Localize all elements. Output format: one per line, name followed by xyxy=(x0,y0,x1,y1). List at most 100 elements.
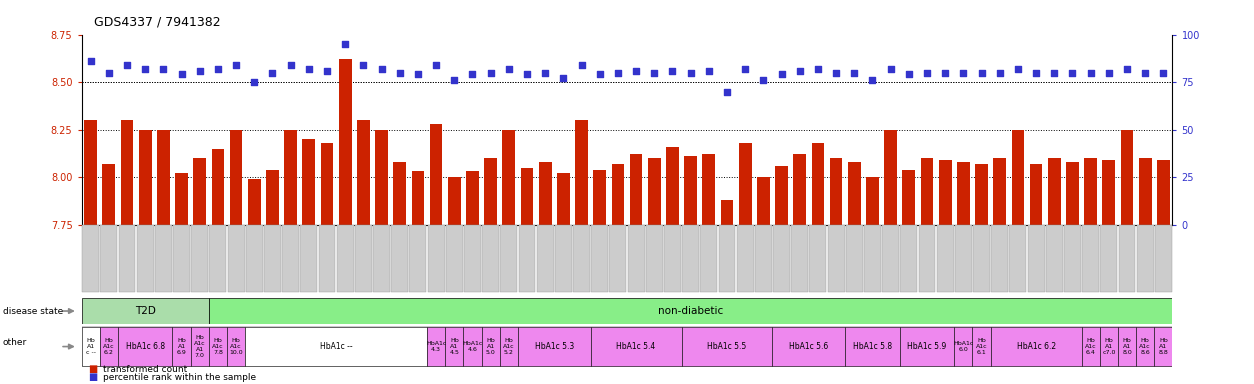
Point xyxy=(117,62,137,68)
Point xyxy=(935,70,956,76)
Text: Hb
A1c
6.4: Hb A1c 6.4 xyxy=(1085,338,1096,355)
Point xyxy=(1026,70,1046,76)
Bar xyxy=(176,173,188,225)
Point xyxy=(1099,70,1119,76)
FancyBboxPatch shape xyxy=(1154,327,1172,366)
Bar xyxy=(229,130,242,225)
Bar xyxy=(648,158,661,225)
Bar xyxy=(375,130,387,225)
FancyBboxPatch shape xyxy=(973,327,991,366)
Text: Hb
A1c
7.8: Hb A1c 7.8 xyxy=(212,338,223,355)
Point xyxy=(953,70,973,76)
Bar xyxy=(757,177,770,225)
Bar xyxy=(339,59,351,225)
Point xyxy=(408,71,428,78)
Text: HbA1c
6.0: HbA1c 6.0 xyxy=(953,341,973,352)
Bar xyxy=(193,158,206,225)
Bar xyxy=(811,143,824,225)
Bar xyxy=(394,162,406,225)
Bar xyxy=(939,160,952,225)
Bar xyxy=(957,162,969,225)
Bar xyxy=(775,166,788,225)
Bar xyxy=(266,169,278,225)
Point xyxy=(735,66,755,72)
Text: Hb
A1c
5.2: Hb A1c 5.2 xyxy=(503,338,514,355)
Point xyxy=(262,70,282,76)
Text: HbA1c 5.9: HbA1c 5.9 xyxy=(908,342,947,351)
Bar xyxy=(867,177,879,225)
FancyBboxPatch shape xyxy=(82,327,100,366)
Bar xyxy=(357,120,370,225)
FancyBboxPatch shape xyxy=(954,327,973,366)
Bar xyxy=(503,130,515,225)
Point xyxy=(1117,66,1137,72)
Point xyxy=(354,62,374,68)
Bar xyxy=(794,154,806,225)
Point xyxy=(826,70,846,76)
Bar xyxy=(120,120,133,225)
Point xyxy=(899,71,919,78)
Text: other: other xyxy=(3,338,26,347)
Bar xyxy=(139,130,152,225)
Bar xyxy=(848,162,860,225)
Text: non-diabetic: non-diabetic xyxy=(658,306,724,316)
Point xyxy=(298,66,319,72)
Text: T2D: T2D xyxy=(134,306,155,316)
Bar xyxy=(1048,158,1061,225)
Point xyxy=(1081,70,1101,76)
Text: transformed count: transformed count xyxy=(103,365,187,374)
Text: Hb
A1
c7.0: Hb A1 c7.0 xyxy=(1102,338,1116,355)
FancyBboxPatch shape xyxy=(426,327,445,366)
FancyBboxPatch shape xyxy=(900,327,954,366)
FancyBboxPatch shape xyxy=(845,327,900,366)
Bar xyxy=(612,164,624,225)
FancyBboxPatch shape xyxy=(208,327,227,366)
Bar xyxy=(884,130,897,225)
Point xyxy=(972,70,992,76)
FancyBboxPatch shape xyxy=(227,327,245,366)
Point xyxy=(717,89,737,95)
Point xyxy=(880,66,900,72)
Point xyxy=(371,66,391,72)
FancyBboxPatch shape xyxy=(208,298,1172,324)
Point xyxy=(1008,66,1028,72)
FancyBboxPatch shape xyxy=(82,327,1172,366)
Bar xyxy=(157,130,169,225)
Text: HbA1c 6.8: HbA1c 6.8 xyxy=(125,342,164,351)
Point xyxy=(662,68,682,74)
Point xyxy=(589,71,609,78)
Bar xyxy=(1012,130,1025,225)
Bar xyxy=(976,164,988,225)
Bar xyxy=(721,200,734,225)
Point xyxy=(572,62,592,68)
Point xyxy=(517,71,537,78)
Point xyxy=(844,70,864,76)
Point xyxy=(245,79,265,85)
Point xyxy=(1135,70,1155,76)
Text: GDS4337 / 7941382: GDS4337 / 7941382 xyxy=(94,15,221,28)
FancyBboxPatch shape xyxy=(1081,327,1100,366)
FancyBboxPatch shape xyxy=(991,327,1081,366)
FancyBboxPatch shape xyxy=(245,327,426,366)
Text: Hb
A1c
10.0: Hb A1c 10.0 xyxy=(229,338,243,355)
FancyBboxPatch shape xyxy=(518,327,591,366)
Point xyxy=(444,77,464,83)
Point xyxy=(189,68,209,74)
FancyBboxPatch shape xyxy=(173,327,191,366)
Point xyxy=(208,66,228,72)
FancyBboxPatch shape xyxy=(772,327,845,366)
FancyBboxPatch shape xyxy=(82,298,208,324)
Point xyxy=(535,70,556,76)
Bar xyxy=(1139,158,1151,225)
FancyBboxPatch shape xyxy=(464,327,482,366)
Bar xyxy=(993,158,1006,225)
FancyBboxPatch shape xyxy=(1119,327,1136,366)
FancyBboxPatch shape xyxy=(1136,327,1154,366)
Point xyxy=(463,71,483,78)
Point xyxy=(153,66,173,72)
Bar xyxy=(285,130,297,225)
Point xyxy=(989,70,1009,76)
Text: HbA1c --: HbA1c -- xyxy=(320,342,352,351)
Bar xyxy=(685,156,697,225)
Bar xyxy=(539,162,552,225)
